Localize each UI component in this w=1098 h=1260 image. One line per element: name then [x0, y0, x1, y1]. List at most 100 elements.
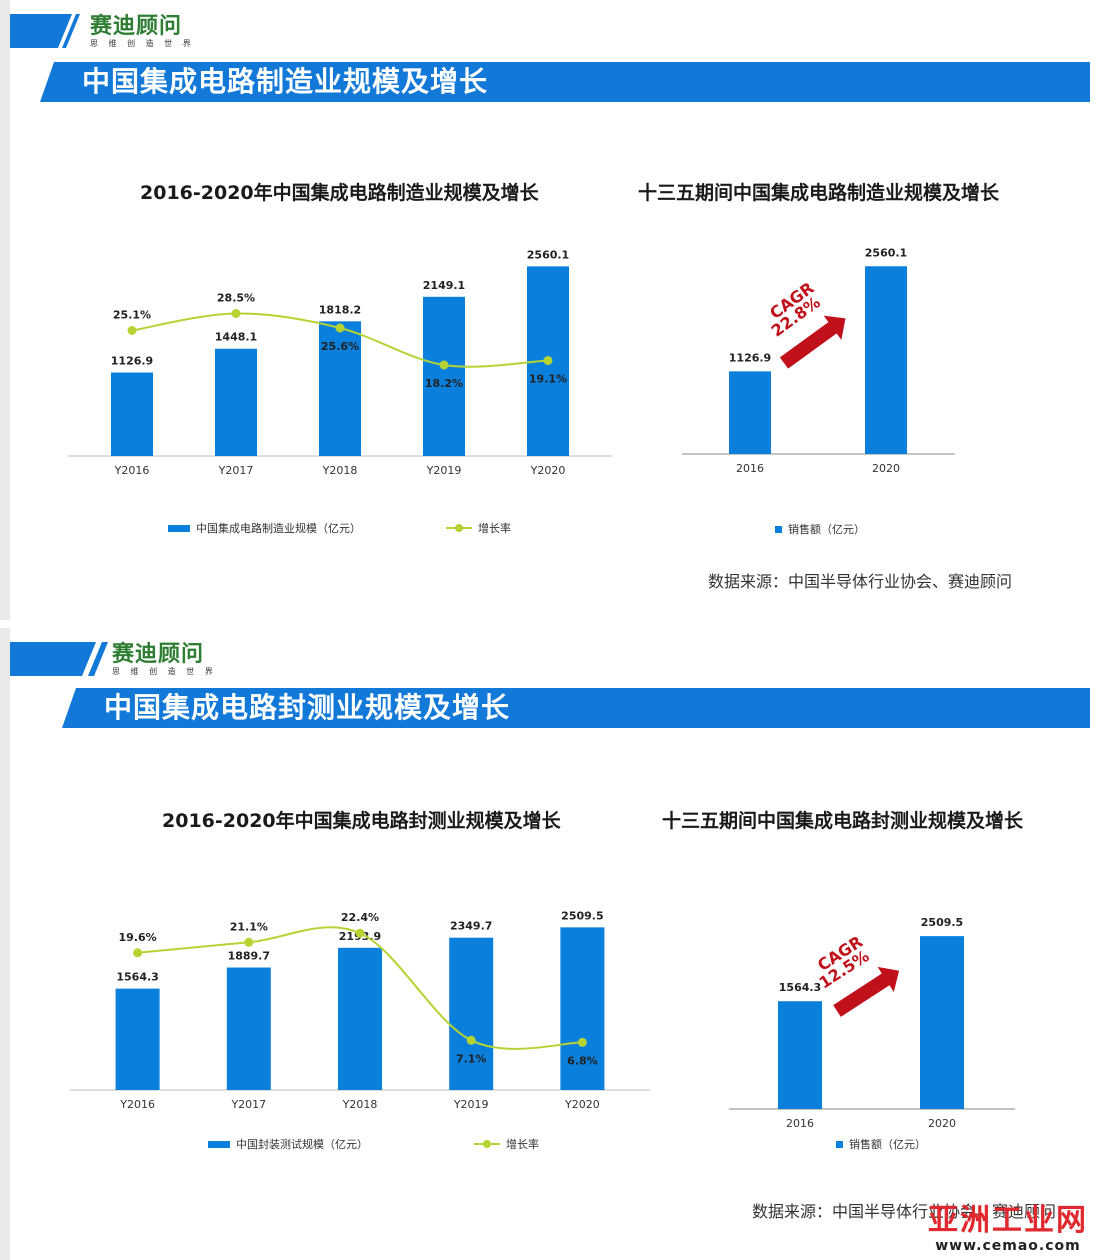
bar-value-label: 1564.3: [779, 981, 821, 994]
logo: 赛迪顾问 思 维 创 造 世 界: [90, 14, 195, 49]
cagr-arrow-shape: [779, 315, 846, 369]
bar: [560, 927, 605, 1090]
right-chart-title: 十三五期间中国集成电路封测业规模及增长: [662, 810, 1024, 832]
legend-line-swatch: [446, 524, 472, 532]
growth-rate-label: 7.1%: [456, 1052, 487, 1065]
packaging-combo-chart: 1564.3Y20161889.7Y20172193.9Y20182349.7Y…: [70, 909, 650, 1111]
x-tick-label: Y2020: [564, 1098, 600, 1111]
cagr-arrow-shape: [833, 966, 900, 1017]
x-tick-label: 2016: [786, 1117, 814, 1130]
title-banner: [62, 688, 1090, 728]
x-tick-label: Y2017: [218, 464, 254, 477]
x-tick-label: Y2017: [230, 1098, 266, 1111]
bar: [115, 988, 160, 1090]
slide-edge: [0, 0, 10, 620]
bar: [319, 321, 361, 456]
right-chart-title: 十三五期间中国集成电路制造业规模及增长: [638, 182, 1000, 204]
watermark: 亚洲工业网 www.cemao.com: [928, 1203, 1088, 1255]
left-chart-title: 2016-2020年中国集成电路封测业规模及增长: [162, 810, 561, 832]
growth-point: [577, 1037, 587, 1047]
growth-rate-label: 6.8%: [567, 1054, 598, 1067]
legend-sales-swatch: [836, 1140, 843, 1148]
data-source: 数据来源：中国半导体行业协会、赛迪顾问: [752, 1202, 1057, 1221]
growth-point: [466, 1035, 476, 1045]
bar: [865, 266, 907, 454]
bar: [215, 348, 257, 456]
legend-line-label: 增长率: [478, 522, 511, 535]
bar-value-label: 2509.5: [561, 909, 603, 922]
bar-value-label: 2560.1: [865, 246, 907, 259]
growth-point: [439, 360, 449, 370]
bar-value-label: 1818.2: [319, 303, 361, 316]
x-tick-label: Y2016: [114, 464, 150, 477]
x-tick-label: 2016: [736, 462, 764, 475]
cagr-arrow: [779, 315, 846, 369]
x-tick-label: 2020: [872, 462, 900, 475]
x-tick-label: Y2020: [530, 464, 566, 477]
legend-bar: 中国集成电路制造业规模（亿元）: [168, 520, 361, 536]
bar-value-label: 2560.1: [527, 248, 569, 261]
growth-rate-label: 21.1%: [230, 920, 268, 933]
x-tick-label: Y2016: [119, 1098, 155, 1111]
manufacturing-combo-chart: 1126.9 Y2016 1448.1 Y2017 1818.2 Y2018 2149.1 Y…: [68, 248, 612, 477]
logo-tagline: 思 维 创 造 世 界: [90, 39, 195, 48]
growth-rate-label: 19.6%: [119, 931, 157, 944]
bar: [111, 372, 153, 456]
legend-sales-label: 销售额（亿元）: [788, 523, 865, 536]
logo-name: 赛迪顾问: [90, 13, 183, 39]
title-banner: [40, 62, 1090, 102]
logo-tagline: 思 维 创 造 世 界: [112, 667, 217, 676]
bar: [778, 1001, 822, 1109]
legend-line-swatch: [474, 1140, 500, 1148]
slide-manufacturing: 赛迪顾问 思 维 创 造 世 界 中国集成电路制造业规模及增长 2016-202…: [0, 0, 1098, 620]
cagr-arrow: [833, 966, 900, 1017]
bar-value-label: 2149.1: [423, 279, 465, 292]
bar: [423, 296, 465, 456]
left-chart-title: 2016-2020年中国集成电路制造业规模及增长: [140, 182, 539, 204]
legend-bar-swatch: [208, 1140, 230, 1148]
x-tick-label: Y2019: [453, 1098, 489, 1111]
growth-rate-label: 19.1%: [529, 373, 567, 386]
bar-value-label: 1889.7: [228, 950, 270, 963]
bar: [338, 947, 382, 1090]
growth-point: [127, 326, 137, 335]
bar-value-label: 1564.3: [116, 971, 158, 984]
growth-rate-label: 18.2%: [425, 377, 463, 390]
page-title: 中国集成电路封测业规模及增长: [104, 691, 511, 724]
growth-rate-label: 22.4%: [341, 911, 379, 924]
logo-name: 赛迪顾问: [112, 641, 205, 667]
bar: [226, 967, 271, 1090]
growth-rate-label: 25.6%: [321, 340, 359, 353]
legend-line-label: 增长率: [506, 1138, 539, 1151]
legend-bar-label: 中国集成电路制造业规模（亿元）: [196, 522, 361, 535]
bar-value-label: 1126.9: [729, 351, 771, 364]
bar-value-label: 2349.7: [450, 920, 492, 933]
growth-point: [231, 309, 241, 318]
growth-rate-label: 25.1%: [113, 309, 151, 322]
watermark-cn: 亚洲工业网: [928, 1203, 1088, 1238]
growth-point: [543, 356, 553, 365]
growth-point: [133, 948, 143, 958]
growth-rate-label: 28.5%: [217, 292, 255, 305]
legend-bar-swatch: [168, 524, 190, 532]
legend-sales-swatch: [775, 525, 782, 533]
legend-bar-label: 中国封装测试规模（亿元）: [236, 1138, 368, 1151]
data-source: 数据来源：中国半导体行业协会、赛迪顾问: [708, 572, 1013, 591]
growth-point: [335, 323, 345, 333]
slide-packaging-testing: 赛迪顾问 思 维 创 造 世 界 中国集成电路封测业规模及增长 2016-202…: [0, 628, 1098, 1260]
legend-line: 增长率: [474, 1136, 539, 1152]
logo-stripes-decoration: [10, 14, 80, 48]
legend-line: 增长率: [446, 520, 511, 536]
x-tick-label: Y2019: [426, 464, 462, 477]
logo: 赛迪顾问 思 维 创 造 世 界: [112, 642, 217, 677]
legend-sales: 销售额（亿元）: [836, 1136, 926, 1152]
legend-bar: 中国封装测试规模（亿元）: [208, 1136, 368, 1152]
page-title: 中国集成电路制造业规模及增长: [82, 65, 489, 98]
logo-stripes-decoration: [10, 642, 108, 676]
bar: [449, 937, 494, 1090]
x-tick-label: 2020: [928, 1117, 956, 1130]
bar: [729, 371, 771, 454]
x-tick-label: Y2018: [322, 464, 358, 477]
legend-sales: 销售额（亿元）: [775, 521, 865, 537]
